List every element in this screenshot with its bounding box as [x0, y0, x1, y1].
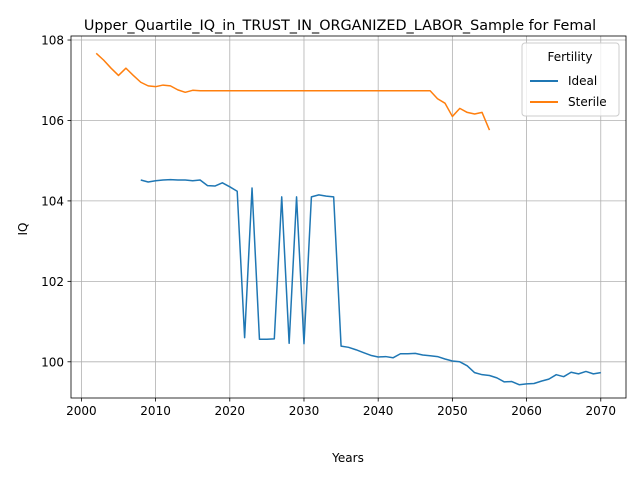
x-tick-label: 2070	[585, 404, 616, 418]
series-line-ideal	[140, 178, 601, 386]
legend-label-ideal: Ideal	[568, 74, 597, 88]
x-tick-label: 2050	[437, 404, 468, 418]
y-tick-label: 100	[41, 355, 64, 369]
plot-frame	[70, 35, 627, 399]
x-tick-label: 2040	[363, 404, 394, 418]
x-tick-label: 2030	[289, 404, 320, 418]
y-tick-label: 108	[41, 34, 64, 48]
x-axis-label: Years	[331, 451, 364, 465]
axes: 2000 2010 2020 2030 2040 2050 2060 2070 100 102 10…	[41, 34, 627, 418]
y-axis-label: IQ	[16, 223, 30, 236]
y-tick-label: 102	[41, 275, 64, 289]
x-tick-label: 2000	[66, 404, 97, 418]
x-tick-label: 2060	[511, 404, 542, 418]
x-tick-label: 2020	[215, 404, 246, 418]
y-tick-label: 106	[41, 114, 64, 128]
legend-title: Fertility	[547, 50, 592, 64]
series-line-sterile	[95, 52, 491, 131]
legend-box	[521, 42, 620, 117]
chart-title: Upper_Quartile_IQ_in_TRUST_IN_ORGANIZED_…	[84, 18, 596, 34]
x-tick-label: 2010	[140, 404, 171, 418]
legend-label-sterile: Sterile	[568, 95, 607, 109]
y-tick-label: 104	[41, 194, 64, 208]
series-lines	[95, 52, 601, 386]
legend: Fertility Ideal Sterile	[521, 42, 620, 117]
